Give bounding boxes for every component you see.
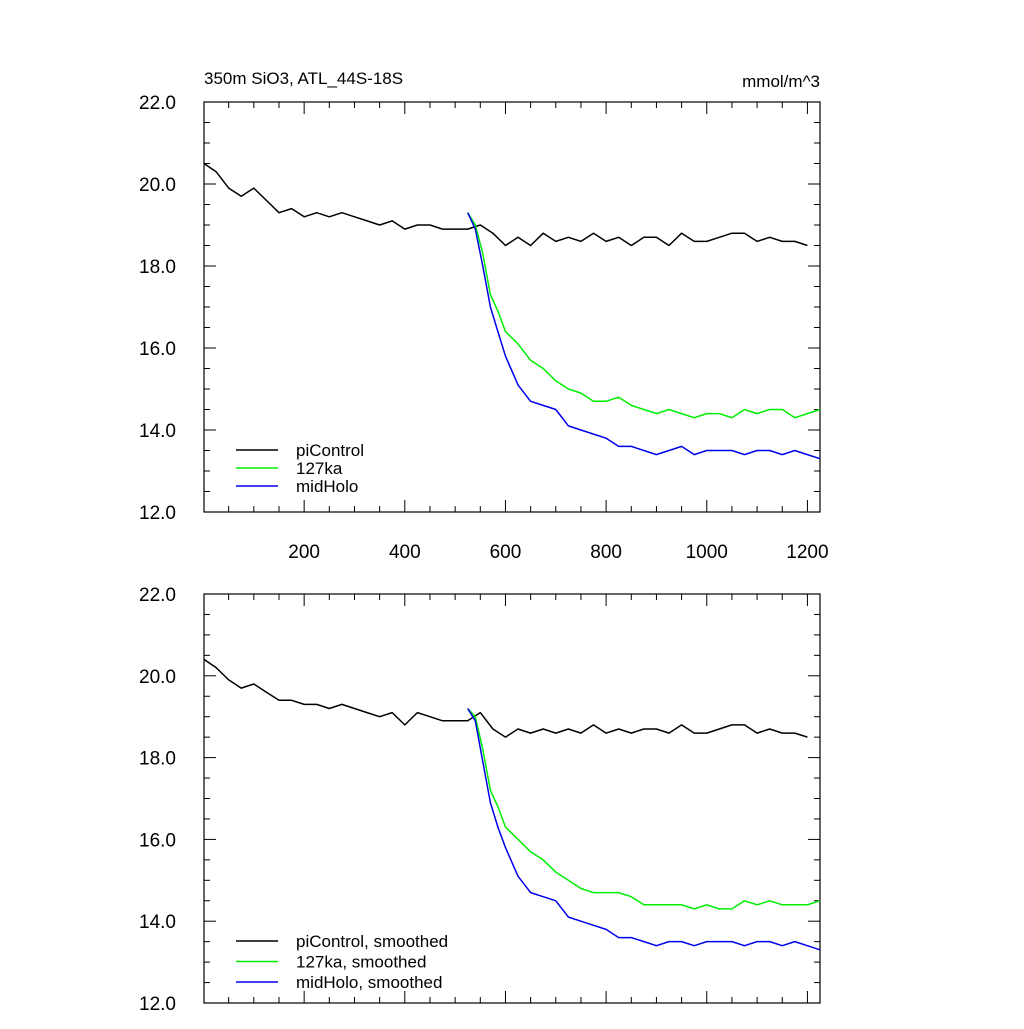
- top-x-tick-label: 600: [490, 542, 522, 563]
- top-x-tick-label: 1000: [686, 542, 728, 563]
- bottom-y-tick-label: 18.0: [139, 749, 176, 770]
- top-series-picontrol: [203, 162, 808, 247]
- top-series-midholo: [467, 212, 821, 460]
- top-y-tick-label: 16.0: [139, 339, 176, 360]
- bottom-y-tick-label: 20.0: [139, 667, 176, 688]
- bottom-series-midholo: [467, 708, 821, 951]
- bottom-series-127ka: [467, 707, 821, 910]
- units-label: mmol/m^3: [742, 72, 820, 91]
- top-legend-label-127ka: 127ka: [296, 459, 343, 478]
- bottom-legend-label-127ka: 127ka, smoothed: [296, 953, 426, 972]
- bottom-legend-label-midholo: midHolo, smoothed: [296, 973, 442, 992]
- top-x-tick-label: 800: [590, 542, 622, 563]
- top-y-tick-label: 18.0: [139, 257, 176, 278]
- top-y-tick-label: 12.0: [139, 503, 176, 524]
- top-panel: 200 400 600 800 1000 1200 12.0 14.0 16.0 18.0 20.0…: [139, 93, 829, 563]
- top-legend-label-midholo: midHolo: [296, 477, 358, 496]
- bottom-y-tick-label: 14.0: [139, 912, 176, 933]
- bottom-series-picontrol: [203, 658, 808, 738]
- top-y-tick-label: 22.0: [139, 93, 176, 114]
- bottom-panel: 12.0 14.0 16.0 18.0 20.0 22.0 piControl, smoot…: [139, 585, 821, 1015]
- top-series-127ka: [467, 212, 821, 419]
- bottom-y-tick-label: 12.0: [139, 994, 176, 1015]
- top-legend-label-picontrol: piControl: [296, 441, 364, 460]
- bottom-legend-label-picontrol: piControl, smoothed: [296, 932, 448, 951]
- bottom-y-tick-label: 16.0: [139, 830, 176, 851]
- top-x-tick-label: 1200: [786, 542, 828, 563]
- chart-title: 350m SiO3, ATL_44S-18S: [204, 69, 403, 88]
- top-x-tick-label: 400: [389, 542, 421, 563]
- top-y-tick-label: 14.0: [139, 421, 176, 442]
- top-x-tick-label: 200: [288, 542, 320, 563]
- bottom-y-tick-label: 22.0: [139, 585, 176, 606]
- top-y-tick-label: 20.0: [139, 175, 176, 196]
